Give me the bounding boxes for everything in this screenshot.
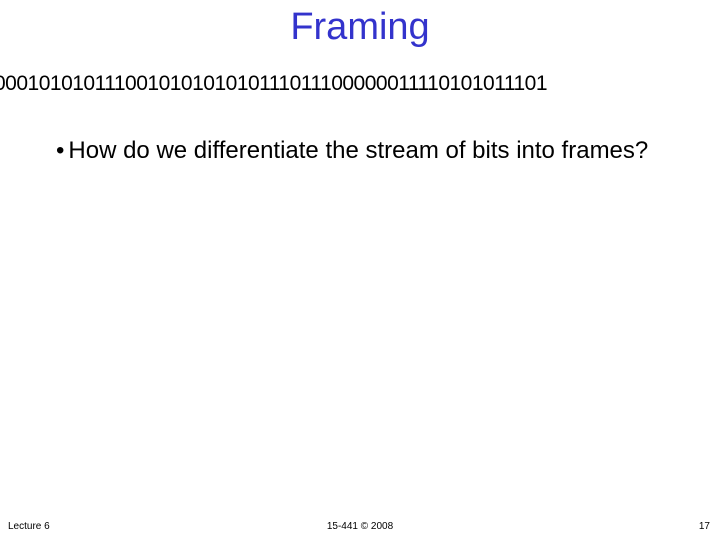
footer-right: 17 [699, 521, 710, 532]
footer-center: 15-441 © 2008 [0, 521, 720, 532]
slide: Framing 00010101011100101010101011101110… [0, 0, 720, 540]
bitstream-text: 0001010101110010101010101110111000000111… [0, 72, 547, 96]
bullet-item: •How do we differentiate the stream of b… [56, 136, 680, 166]
bullet-marker: • [56, 137, 64, 164]
bullet-text: How do we differentiate the stream of bi… [68, 137, 648, 164]
slide-title: Framing [0, 6, 720, 49]
